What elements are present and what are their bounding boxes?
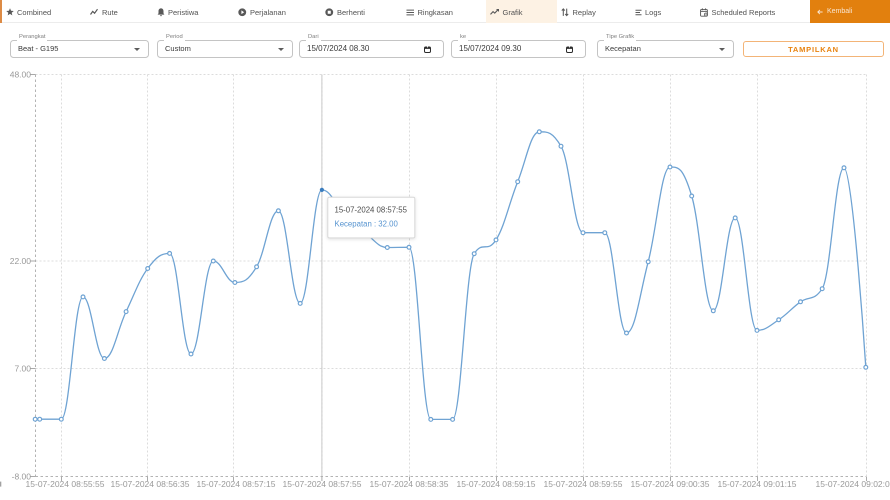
svg-text:15-07-2024 08:57:55: 15-07-2024 08:57:55 [335,205,408,214]
svg-text:15-07-2024 08:59:15: 15-07-2024 08:59:15 [457,479,536,489]
svg-text:15-07-2024 08:57:15: 15-07-2024 08:57:15 [197,479,276,489]
svg-text:Kecepatan : 32.00: Kecepatan : 32.00 [335,220,399,229]
svg-text:15-07-2024 08:55:55: 15-07-2024 08:55:55 [26,479,105,489]
svg-text:15-07-2024 08:57:55: 15-07-2024 08:57:55 [283,479,362,489]
svg-text:48.00: 48.00 [10,70,32,80]
svg-text:15-07-2024 09:02:05: 15-07-2024 09:02:05 [816,479,890,489]
svg-text:-8.00: -8.00 [12,472,32,482]
svg-text:15-07-2024 09:01:15: 15-07-2024 09:01:15 [718,479,797,489]
svg-text:15-07-2024 08:56:35: 15-07-2024 08:56:35 [111,479,190,489]
svg-text:22.00: 22.00 [10,256,32,266]
svg-text:7.00: 7.00 [14,364,31,374]
svg-text:15-07-2024 08:59:55: 15-07-2024 08:59:55 [544,479,623,489]
svg-text:15-07-2024 08:58:35: 15-07-2024 08:58:35 [370,479,449,489]
svg-text:15-07-2024 09:00:35: 15-07-2024 09:00:35 [631,479,710,489]
